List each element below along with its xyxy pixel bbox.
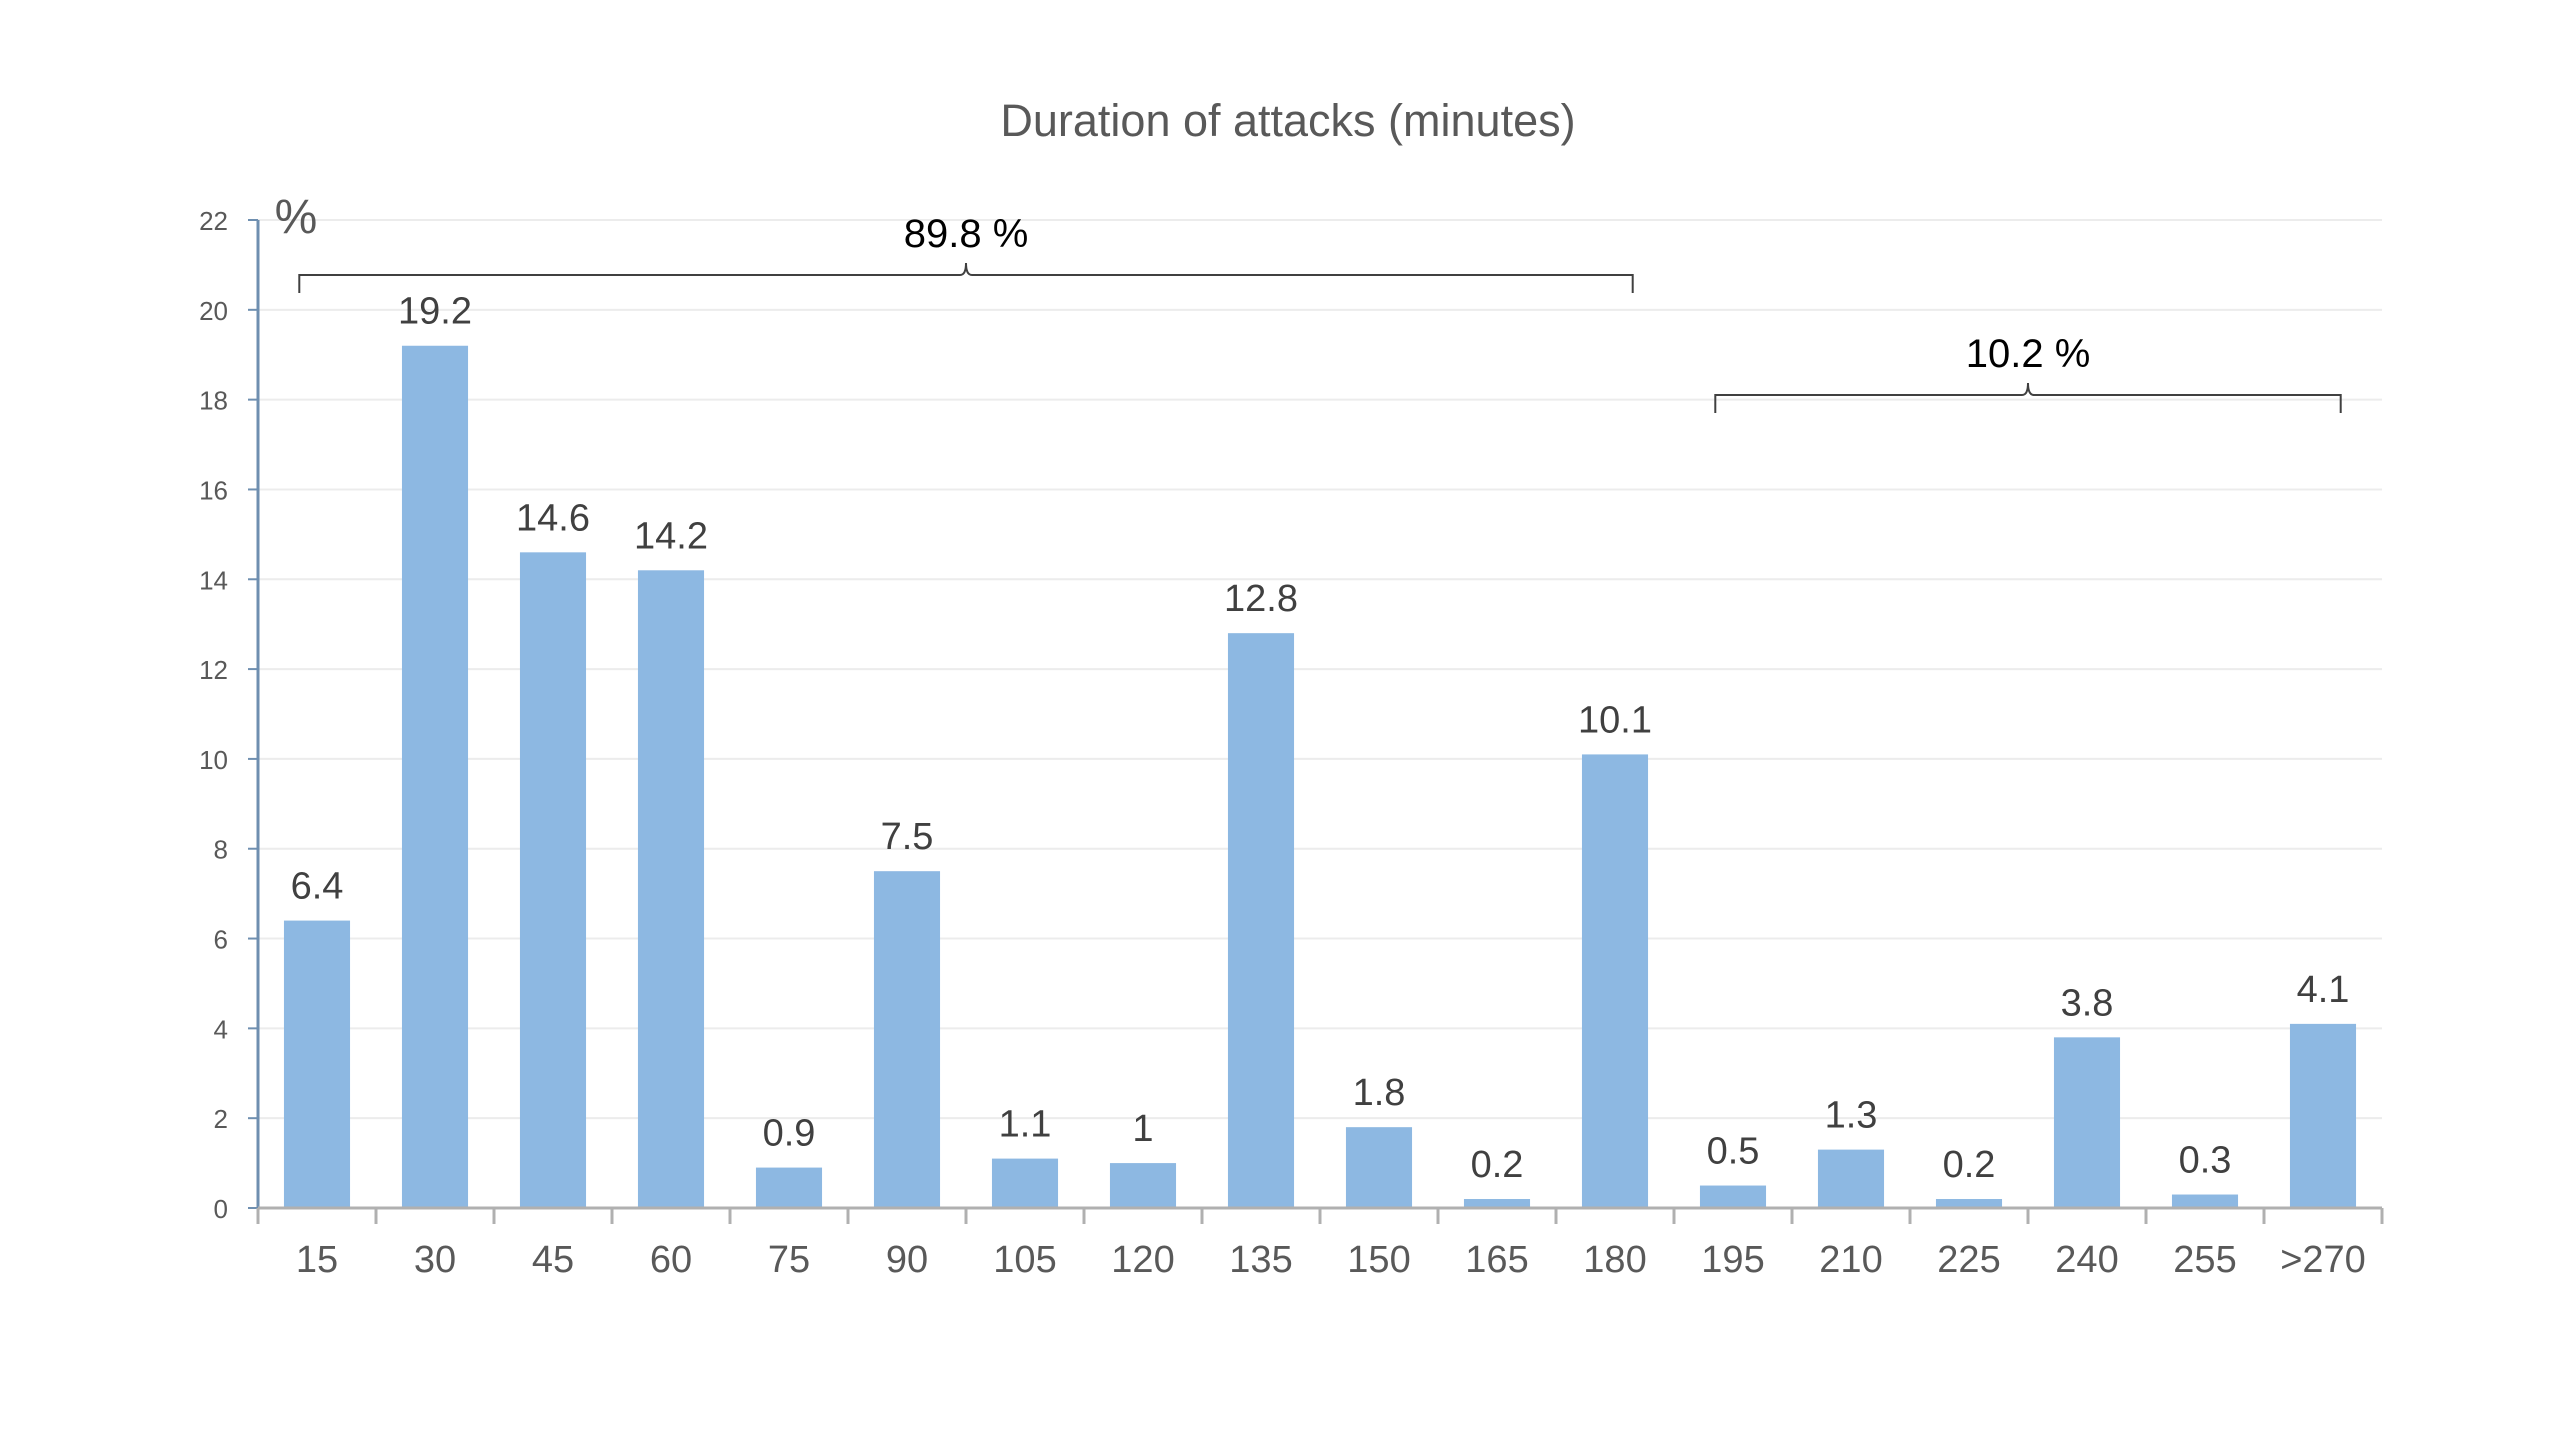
data-label: 1.1 (999, 1104, 1052, 1146)
x-tick-label: 45 (532, 1239, 574, 1281)
x-tick-label: 30 (414, 1239, 456, 1281)
x-tick-label: 90 (886, 1239, 928, 1281)
data-label: 0.2 (1471, 1144, 1524, 1186)
data-label: 1.8 (1353, 1072, 1406, 1114)
data-label: 7.5 (881, 816, 934, 858)
data-label: 10.1 (1578, 699, 1652, 741)
data-label: 1.3 (1825, 1095, 1878, 1137)
data-label: 4.1 (2297, 969, 2350, 1011)
x-tick-label: 240 (2055, 1239, 2118, 1281)
data-label: 0.9 (763, 1113, 816, 1155)
data-label: 14.2 (634, 515, 708, 557)
x-tick-label: 105 (993, 1239, 1056, 1281)
data-label: 12.8 (1224, 578, 1298, 620)
bar (2171, 1194, 2239, 1208)
x-tick-label: 195 (1701, 1239, 1764, 1281)
bar (1109, 1163, 1177, 1208)
annotations: 89.8 % 10.2 % (298, 212, 2342, 413)
data-label: 6.4 (291, 866, 344, 908)
bar (1817, 1149, 1885, 1208)
x-tick-label: 165 (1465, 1239, 1528, 1281)
x-tick-label: >270 (2280, 1239, 2366, 1281)
bracket (1714, 382, 2342, 413)
x-tick-label: 180 (1583, 1239, 1646, 1281)
bar (991, 1158, 1059, 1208)
x-tick-label: 120 (1111, 1239, 1174, 1281)
bar (1345, 1127, 1413, 1208)
bar (2289, 1023, 2357, 1208)
x-tick-label: 150 (1347, 1239, 1410, 1281)
data-label: 19.2 (398, 291, 472, 333)
data-label: 0.5 (1707, 1131, 1760, 1173)
bar (401, 345, 469, 1208)
data-labels: 6.4 19.2 14.6 14.2 0.9 7.5 1.1 1 12.8 1.8 0.2 10.1 0… (291, 291, 2350, 1186)
x-tick-label: 60 (650, 1239, 692, 1281)
gridlines (258, 219, 2382, 1120)
x-tick-label: 255 (2173, 1239, 2236, 1281)
bar (1463, 1199, 1531, 1208)
data-label: 14.6 (516, 497, 590, 539)
bar (519, 552, 587, 1208)
y-tick-label: 0 (214, 1194, 228, 1224)
bar (873, 871, 941, 1208)
bar (2053, 1037, 2121, 1208)
bar (283, 920, 351, 1208)
y-tick-label: 22 (199, 206, 228, 236)
x-tick-label: 75 (768, 1239, 810, 1281)
y-tick-label: 12 (199, 655, 228, 685)
data-label: 3.8 (2061, 982, 2114, 1024)
y-tick-label: 10 (199, 745, 228, 775)
x-tick-label: 210 (1819, 1239, 1882, 1281)
axes: 0 2 4 6 8 10 12 14 16 18 20 22 15 30 45 60 75 90 105 120 135… (199, 206, 2384, 1281)
bar (1227, 633, 1295, 1208)
y-tick-label: 20 (199, 296, 228, 326)
bar (637, 570, 705, 1208)
bracket-label: 89.8 % (904, 212, 1029, 256)
y-tick-label: 16 (199, 475, 228, 505)
data-label: 0.2 (1943, 1144, 1996, 1186)
bar (1935, 1199, 2003, 1208)
bars (283, 345, 2357, 1208)
bracket (298, 262, 1634, 293)
bracket-label: 10.2 % (1966, 332, 2091, 376)
bar (755, 1167, 823, 1208)
y-tick-label: 6 (214, 925, 228, 955)
x-tick-label: 135 (1229, 1239, 1292, 1281)
y-tick-label: 2 (214, 1104, 228, 1134)
y-tick-label: 8 (214, 835, 228, 865)
y-tick-label: 4 (214, 1014, 228, 1044)
y-axis-label: % (275, 191, 318, 244)
bar (1699, 1185, 1767, 1208)
bar (1581, 754, 1649, 1208)
data-label: 0.3 (2179, 1140, 2232, 1182)
y-tick-label: 18 (199, 386, 228, 416)
x-tick-label: 15 (296, 1239, 338, 1281)
chart-title: Duration of attacks (minutes) (1000, 95, 1575, 146)
data-label: 1 (1132, 1108, 1153, 1150)
y-tick-label: 14 (199, 565, 228, 595)
x-tick-label: 225 (1937, 1239, 2000, 1281)
